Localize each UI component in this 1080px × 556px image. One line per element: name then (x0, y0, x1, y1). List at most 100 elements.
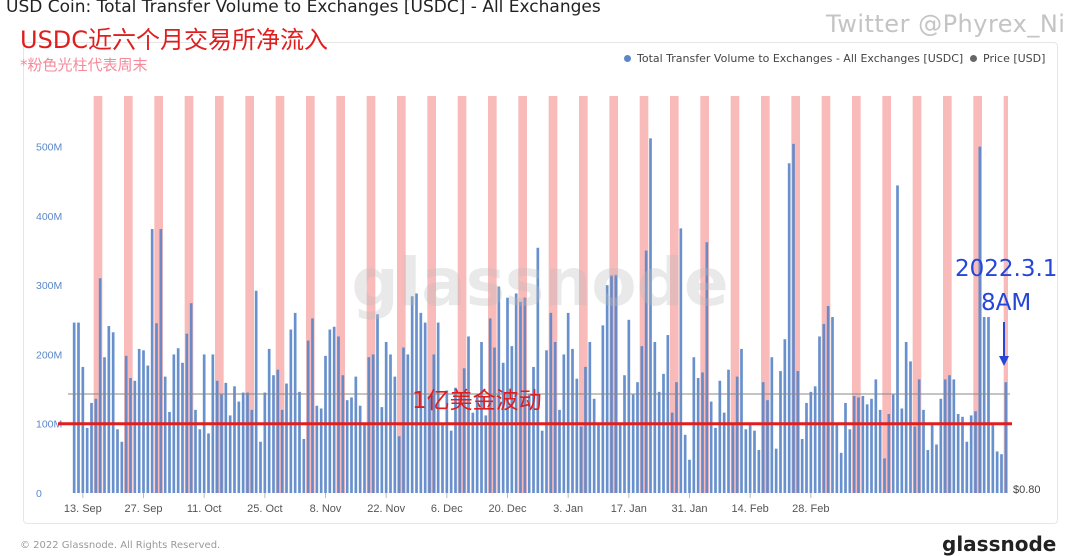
volume-bar (640, 346, 644, 493)
volume-bar (423, 322, 427, 493)
volume-bar (722, 412, 726, 493)
volume-bar (926, 450, 930, 493)
legend-item-volume[interactable]: Total Transfer Volume to Exchanges - All… (624, 52, 963, 65)
volume-bar (497, 286, 501, 493)
volume-bars (72, 138, 1008, 494)
volume-bar (813, 386, 817, 493)
volume-bar (77, 322, 80, 493)
volume-bar (883, 458, 886, 493)
volume-bar (553, 341, 557, 493)
volume-bar (982, 317, 986, 493)
volume-bar (415, 293, 418, 493)
chart-title: USD Coin: Total Transfer Volume to Excha… (6, 0, 601, 17)
volume-bar (384, 341, 388, 493)
volume-bar (978, 146, 982, 494)
weekend-band (821, 96, 831, 493)
volume-bar (627, 319, 631, 493)
volume-bar (783, 339, 787, 493)
volume-bar (1000, 454, 1003, 493)
y-tick-label: 0 (36, 488, 42, 500)
volume-bar (913, 426, 917, 493)
volume-bar (263, 392, 267, 493)
volume-bar (705, 242, 709, 493)
x-tick-label: 22. Nov (367, 503, 405, 515)
weekend-band (336, 96, 345, 493)
weekend-band (973, 96, 982, 493)
volume-bar (917, 379, 921, 493)
volume-bar (1004, 382, 1008, 493)
weekend-band (154, 96, 163, 493)
volume-bar (72, 322, 76, 493)
y-tick-label: 100M (36, 419, 62, 431)
volume-bar (519, 301, 522, 493)
volume-bar (280, 409, 284, 493)
volume-bar (272, 375, 275, 493)
volume-bar (237, 401, 241, 493)
x-tick-label: 8. Nov (310, 503, 342, 515)
volume-bar (965, 441, 969, 493)
volume-bar (753, 430, 756, 493)
annotation-net-inflow: USDC近六个月交易所净流入 (20, 26, 329, 54)
copyright-text: © 2022 Glassnode. All Rights Reserved. (20, 540, 221, 551)
x-tick-label: 3. Jan (553, 503, 583, 515)
volume-bar (761, 382, 765, 493)
volume-bar (995, 451, 999, 493)
volume-bar (224, 382, 228, 493)
volume-bar (514, 293, 518, 493)
volume-bar (597, 423, 600, 493)
volume-bar (250, 409, 254, 493)
volume-bar (341, 375, 345, 493)
volume-bar (679, 228, 683, 494)
volume-bar (878, 409, 882, 493)
y-tick-label: 400M (36, 211, 62, 223)
volume-bar (94, 398, 98, 493)
volume-bar (575, 378, 579, 493)
volume-bar (822, 323, 826, 493)
volume-bar (991, 423, 995, 493)
volume-bar (501, 362, 505, 493)
volume-bar (757, 450, 761, 493)
volume-bar (900, 408, 904, 493)
volume-bar (887, 414, 891, 493)
volume-bar (870, 398, 873, 493)
volume-bar (176, 348, 180, 493)
x-tick-label: 6. Dec (431, 503, 463, 515)
volume-bar (449, 430, 453, 493)
volume-bar (146, 365, 150, 493)
volume-bar (506, 297, 509, 493)
volume-bar (137, 348, 141, 493)
volume-bar (163, 376, 167, 493)
volume-bar (549, 312, 553, 493)
weekend-highlights (93, 96, 1008, 493)
volume-bar (471, 412, 475, 493)
volume-bar (631, 394, 635, 493)
volume-bar (748, 423, 752, 493)
volume-bar (233, 386, 236, 493)
volume-bar (618, 423, 622, 493)
weekend-band (639, 96, 649, 493)
legend-label-price: Price [USD] (983, 52, 1046, 65)
volume-bar (701, 372, 704, 493)
x-tick-label: 11. Oct (187, 503, 222, 515)
weekend-band (730, 96, 740, 493)
volume-bar (839, 452, 843, 493)
volume-bar (831, 317, 834, 493)
volume-bar (129, 378, 132, 493)
volume-bar (610, 275, 613, 493)
volume-bar (254, 290, 258, 493)
volume-bar (363, 423, 366, 493)
volume-bar (85, 427, 89, 493)
weekend-note: *粉色光柱代表周末 (20, 56, 148, 74)
x-tick-label: 14. Feb (732, 503, 769, 515)
volume-bar (194, 409, 197, 493)
volume-bar (670, 412, 674, 493)
volume-bar (662, 373, 665, 493)
volume-bar (458, 396, 462, 493)
volume-bar (289, 329, 293, 493)
legend-item-price[interactable]: Price [USD] (970, 52, 1045, 65)
volume-bar (220, 394, 223, 493)
weekend-band (852, 96, 861, 493)
volume-bar (133, 380, 137, 493)
volume-bar (727, 369, 730, 493)
weekend-band (761, 96, 770, 493)
